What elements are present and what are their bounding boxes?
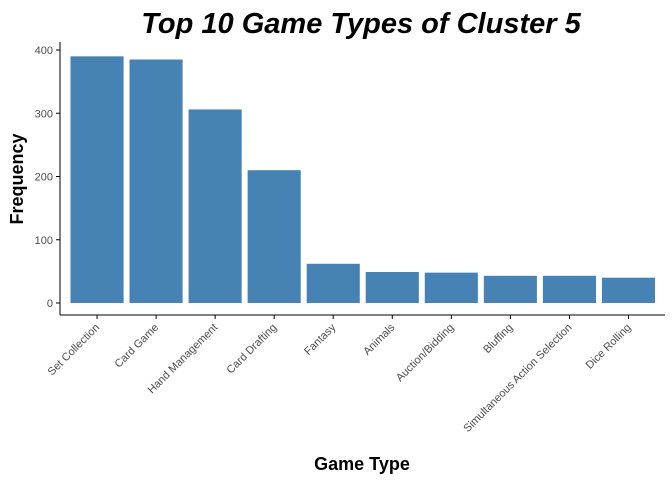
chart-title: Top 10 Game Types of Cluster 5 xyxy=(141,8,581,40)
y-tick-label-3: 300 xyxy=(35,108,53,120)
bar-3 xyxy=(247,170,301,303)
x-tick-label-1: Card Game xyxy=(113,322,162,371)
x-tick-label-5: Animals xyxy=(361,321,398,358)
x-tick-label-0: Set Collection xyxy=(46,322,102,378)
bar-6 xyxy=(424,272,478,303)
x-tick-label-3: Card Drafting xyxy=(225,322,280,377)
bar-8 xyxy=(542,275,596,303)
y-tick-label-2: 200 xyxy=(35,172,53,184)
x-tick-label-7: Bluffing xyxy=(481,322,515,356)
x-tick-label-6: Auction/Bidding xyxy=(394,322,457,385)
x-tick-label-4: Fantasy xyxy=(302,321,339,358)
y-axis-title: Frequency xyxy=(7,133,27,224)
bar-0 xyxy=(70,56,124,303)
x-axis-title: Game Type xyxy=(314,454,410,474)
bar-7 xyxy=(483,275,537,303)
bar-5 xyxy=(365,272,419,303)
y-tick-label-1: 100 xyxy=(35,235,53,247)
bar-9 xyxy=(601,277,656,303)
bars-group xyxy=(70,56,656,304)
y-tick-label-4: 400 xyxy=(35,45,53,57)
y-axis-ticks: 0 100 200 300 400 xyxy=(35,45,60,310)
x-tick-label-9: Dice Rolling xyxy=(584,322,634,372)
bar-1 xyxy=(129,59,183,303)
y-tick-label-0: 0 xyxy=(47,298,53,310)
x-tick-label-8: Simultaneous Action Selection xyxy=(461,322,574,435)
bar-4 xyxy=(306,263,360,303)
bar-2 xyxy=(188,109,242,304)
